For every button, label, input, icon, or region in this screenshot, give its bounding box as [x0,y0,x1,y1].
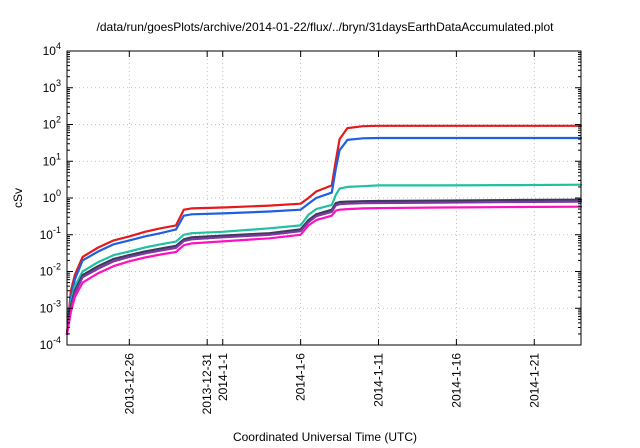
series-line-6 [65,205,583,335]
y-axis-label: cSv [11,188,25,208]
y-tick-label: 10-1 [40,225,61,242]
x-tick-label: 2013-12-31 [200,353,214,415]
tick-labels: 10-4 10-3 10-2 10-1 100 101 102 103 104 2013-12-2… [40,41,542,414]
series-line-4 [65,198,583,335]
x-axis-label: Coordinated Universal Time (UTC) [233,430,417,444]
x-tick-label: 2013-12-26 [122,353,136,415]
series-line-5 [65,200,583,335]
series-layer [65,124,583,335]
x-tick-label: 2014-1-1 [216,353,230,401]
x-tick-label: 2014-1-11 [372,353,386,407]
y-tick-label: 100 [43,188,61,205]
x-tick-label: 2014-1-6 [294,353,308,401]
chart-title: /data/run/goesPlots/archive/2014-01-22/f… [97,20,555,34]
y-tick-label: 103 [43,78,61,95]
y-tick-label: 10-2 [40,262,61,279]
series-line-2 [65,136,583,335]
ticks [67,50,581,346]
x-tick-label: 2014-1-16 [449,353,463,408]
y-tick-label: 10-3 [40,298,61,315]
y-tick-label: 10-4 [40,335,61,352]
series-line-3 [65,183,583,335]
x-tick-label: 2014-1-21 [527,353,541,408]
y-tick-label: 104 [43,41,61,58]
grid [67,51,581,345]
series-line-1 [65,124,583,335]
y-tick-label: 102 [43,115,61,132]
y-tick-label: 101 [43,151,61,168]
